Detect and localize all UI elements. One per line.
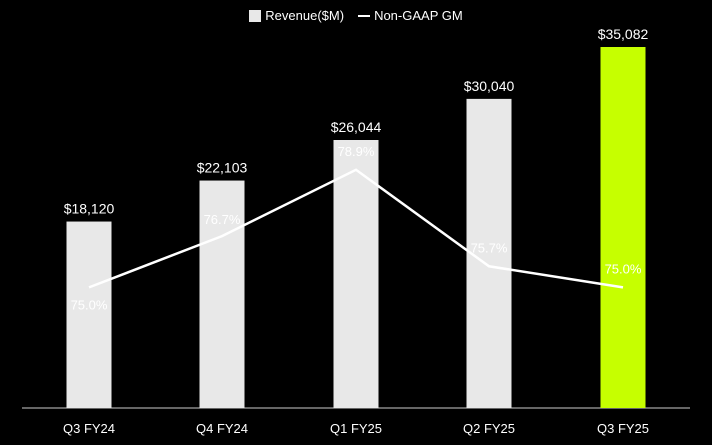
bar-2 <box>333 140 379 408</box>
x-tick-label-3: Q2 FY25 <box>463 421 515 436</box>
legend-item-gm: Non-GAAP GM <box>358 8 463 23</box>
bar-3 <box>466 98 512 409</box>
x-tick-label-1: Q4 FY24 <box>196 421 248 436</box>
gm-value-label-1: 76.7% <box>204 212 241 227</box>
bar-value-label-4: $35,082 <box>598 26 649 42</box>
gm-value-label-0: 75.0% <box>71 297 108 312</box>
legend: Revenue($M) Non-GAAP GM <box>0 8 712 23</box>
bar-value-label-0: $18,120 <box>64 201 115 217</box>
bar-value-label-1: $22,103 <box>197 160 248 176</box>
bar-4 <box>600 47 646 408</box>
gm-value-label-4: 75.0% <box>605 261 642 276</box>
x-tick-label-4: Q3 FY25 <box>597 421 649 436</box>
bar-value-label-3: $30,040 <box>464 78 515 94</box>
bar-0 <box>66 221 112 408</box>
x-tick-label-0: Q3 FY24 <box>63 421 115 436</box>
bar-value-label-2: $26,044 <box>331 119 382 135</box>
legend-swatch-revenue <box>249 9 262 22</box>
legend-swatch-gm <box>358 14 371 17</box>
legend-label-revenue: Revenue($M) <box>265 8 345 23</box>
bar-1 <box>199 180 245 408</box>
gm-value-label-3: 75.7% <box>471 240 508 255</box>
gm-line <box>88 168 624 289</box>
legend-label-gm: Non-GAAP GM <box>374 8 463 23</box>
x-tick-label-2: Q1 FY25 <box>330 421 382 436</box>
gm-value-label-2: 78.9% <box>338 144 375 159</box>
legend-item-revenue: Revenue($M) <box>249 8 344 23</box>
